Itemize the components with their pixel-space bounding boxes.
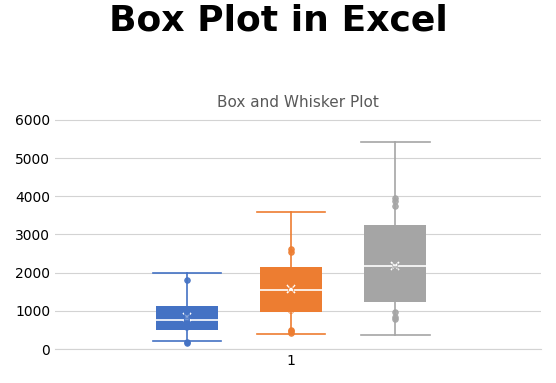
Point (391, 293, 400, 299)
Bar (156, 306, 218, 331)
Point (286, 298, 295, 304)
Point (391, 316, 400, 322)
Point (286, 327, 295, 333)
Point (391, 250, 400, 257)
Point (391, 309, 400, 315)
Point (286, 272, 295, 278)
Point (286, 304, 295, 310)
Point (182, 315, 191, 321)
Point (391, 314, 400, 320)
Bar (260, 267, 322, 313)
Point (391, 273, 400, 280)
Point (286, 330, 295, 336)
Point (391, 195, 400, 201)
Point (286, 246, 295, 252)
Point (391, 262, 400, 268)
Point (391, 266, 400, 272)
Point (182, 318, 191, 324)
Point (286, 293, 295, 299)
Point (286, 287, 295, 293)
Point (182, 313, 191, 319)
Point (391, 254, 400, 260)
Point (391, 233, 400, 239)
Point (391, 270, 400, 276)
Point (286, 328, 295, 334)
Point (182, 325, 191, 331)
Point (182, 309, 191, 315)
Point (391, 285, 400, 291)
Point (391, 203, 400, 209)
Point (182, 320, 191, 326)
Point (391, 198, 400, 204)
Point (182, 316, 191, 322)
Point (391, 231, 400, 237)
Point (286, 281, 295, 287)
Point (182, 340, 191, 346)
Text: Box Plot in Excel: Box Plot in Excel (108, 4, 448, 38)
Point (391, 243, 400, 249)
Point (286, 249, 295, 255)
Point (391, 237, 400, 243)
Point (182, 319, 191, 326)
Point (182, 339, 191, 345)
Point (182, 322, 191, 329)
Point (391, 228, 400, 234)
Point (182, 277, 191, 283)
Point (182, 312, 191, 318)
Bar (364, 224, 426, 302)
Point (286, 268, 295, 274)
Point (286, 275, 295, 282)
Point (286, 308, 295, 314)
Title: Box and Whisker Plot: Box and Whisker Plot (217, 95, 379, 110)
